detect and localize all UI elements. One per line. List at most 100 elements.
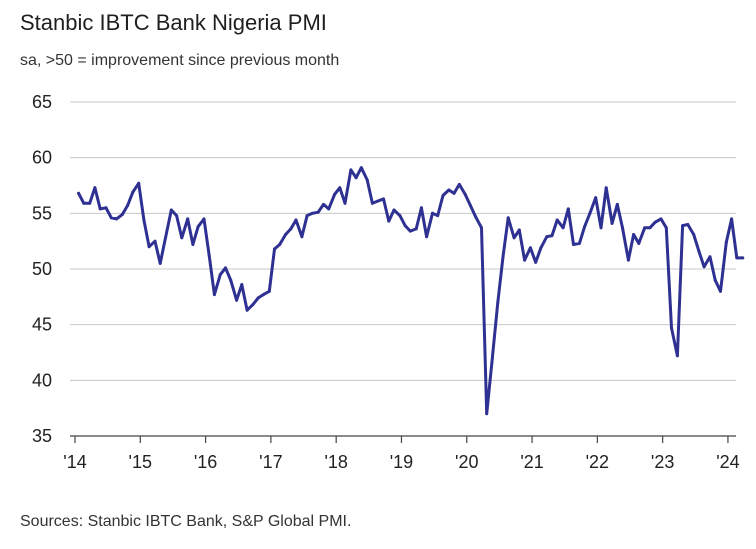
y-tick-label: 50 xyxy=(32,259,52,279)
data-point xyxy=(741,256,745,260)
data-point xyxy=(735,256,739,260)
data-point xyxy=(664,226,668,230)
data-point xyxy=(599,226,603,230)
data-point xyxy=(93,186,97,190)
data-point xyxy=(109,216,113,220)
data-point xyxy=(637,241,641,245)
data-point xyxy=(632,233,636,236)
chart-title: Stanbic IBTC Bank Nigeria PMI xyxy=(20,10,327,35)
data-point xyxy=(229,278,233,282)
data-point xyxy=(643,226,647,230)
data-point xyxy=(697,249,701,253)
data-point xyxy=(180,236,184,240)
data-point xyxy=(267,289,271,293)
data-point xyxy=(343,201,347,205)
y-axis-tick-labels: 35 40 45 50 55 60 65 xyxy=(32,92,52,446)
data-point xyxy=(218,273,222,277)
data-point xyxy=(719,289,722,293)
data-point xyxy=(474,215,478,219)
data-point xyxy=(485,412,489,416)
data-point xyxy=(588,211,592,215)
y-tick-label: 35 xyxy=(32,426,52,446)
data-point xyxy=(621,226,624,230)
data-point xyxy=(626,258,630,262)
x-tick-label: '21 xyxy=(520,452,543,472)
x-tick-label: '18 xyxy=(324,452,347,472)
data-point xyxy=(528,246,532,250)
data-point xyxy=(88,201,92,205)
x-tick-label: '20 xyxy=(455,452,478,472)
data-point xyxy=(207,254,211,258)
data-point xyxy=(468,204,472,207)
data-point xyxy=(408,229,412,233)
data-point xyxy=(398,214,402,218)
data-point xyxy=(545,235,549,239)
series-layer xyxy=(77,166,745,416)
data-point xyxy=(310,211,314,215)
data-point xyxy=(327,207,331,211)
data-point xyxy=(202,217,206,221)
data-point xyxy=(730,217,734,221)
data-point xyxy=(523,258,527,262)
data-point xyxy=(648,226,652,230)
x-tick-label: '16 xyxy=(194,452,217,472)
data-point xyxy=(365,178,369,182)
data-point xyxy=(675,354,679,358)
data-point xyxy=(212,293,216,297)
y-tick-label: 45 xyxy=(32,315,52,335)
data-point xyxy=(457,182,461,186)
chart-source: Sources: Stanbic IBTC Bank, S&P Global P… xyxy=(20,513,352,530)
data-point xyxy=(370,201,374,205)
data-point xyxy=(120,212,124,216)
x-tick-label: '24 xyxy=(716,452,739,472)
data-point xyxy=(419,206,423,210)
data-point xyxy=(506,216,510,220)
x-axis-tick-labels: '14 '15 '16 '17 '18 '19 '20 '21 '22 '23 '24 xyxy=(63,452,739,472)
data-point xyxy=(441,194,445,197)
data-point xyxy=(82,201,86,205)
data-point xyxy=(333,192,337,196)
data-point xyxy=(708,255,712,259)
data-point xyxy=(131,190,135,194)
x-tick-label: '14 xyxy=(63,452,86,472)
data-point xyxy=(425,235,429,239)
data-point xyxy=(300,235,304,239)
data-point xyxy=(169,208,173,212)
data-point xyxy=(670,326,673,330)
data-point xyxy=(359,166,363,170)
data-point xyxy=(235,298,239,302)
x-tick-label: '23 xyxy=(651,452,674,472)
data-point xyxy=(604,186,608,190)
data-point xyxy=(104,206,108,210)
data-point xyxy=(158,261,162,265)
data-point xyxy=(186,217,190,221)
data-point xyxy=(376,199,380,203)
y-tick-label: 60 xyxy=(32,148,52,168)
data-point xyxy=(534,260,538,264)
data-point xyxy=(77,191,81,195)
data-point xyxy=(692,233,696,236)
data-point xyxy=(305,214,309,218)
y-tick-label: 65 xyxy=(32,92,52,112)
data-point xyxy=(142,218,146,222)
data-point xyxy=(517,228,521,232)
data-point xyxy=(273,247,276,251)
x-tick-label: '19 xyxy=(390,452,413,472)
data-point xyxy=(431,211,434,215)
data-point xyxy=(572,243,575,246)
data-point xyxy=(653,220,657,224)
data-point xyxy=(245,308,249,312)
data-point xyxy=(414,227,418,231)
y-tick-label: 40 xyxy=(32,370,52,390)
data-point xyxy=(583,225,587,229)
data-point xyxy=(501,255,505,259)
chart-subtitle: sa, >50 = improvement since previous mon… xyxy=(20,52,340,69)
y-tick-label: 55 xyxy=(32,203,52,223)
data-point xyxy=(496,300,500,304)
data-point xyxy=(490,361,494,364)
data-point xyxy=(278,243,282,246)
data-point xyxy=(610,221,614,225)
series-line-pmi xyxy=(77,166,745,416)
x-tick-label: '15 xyxy=(129,452,152,472)
